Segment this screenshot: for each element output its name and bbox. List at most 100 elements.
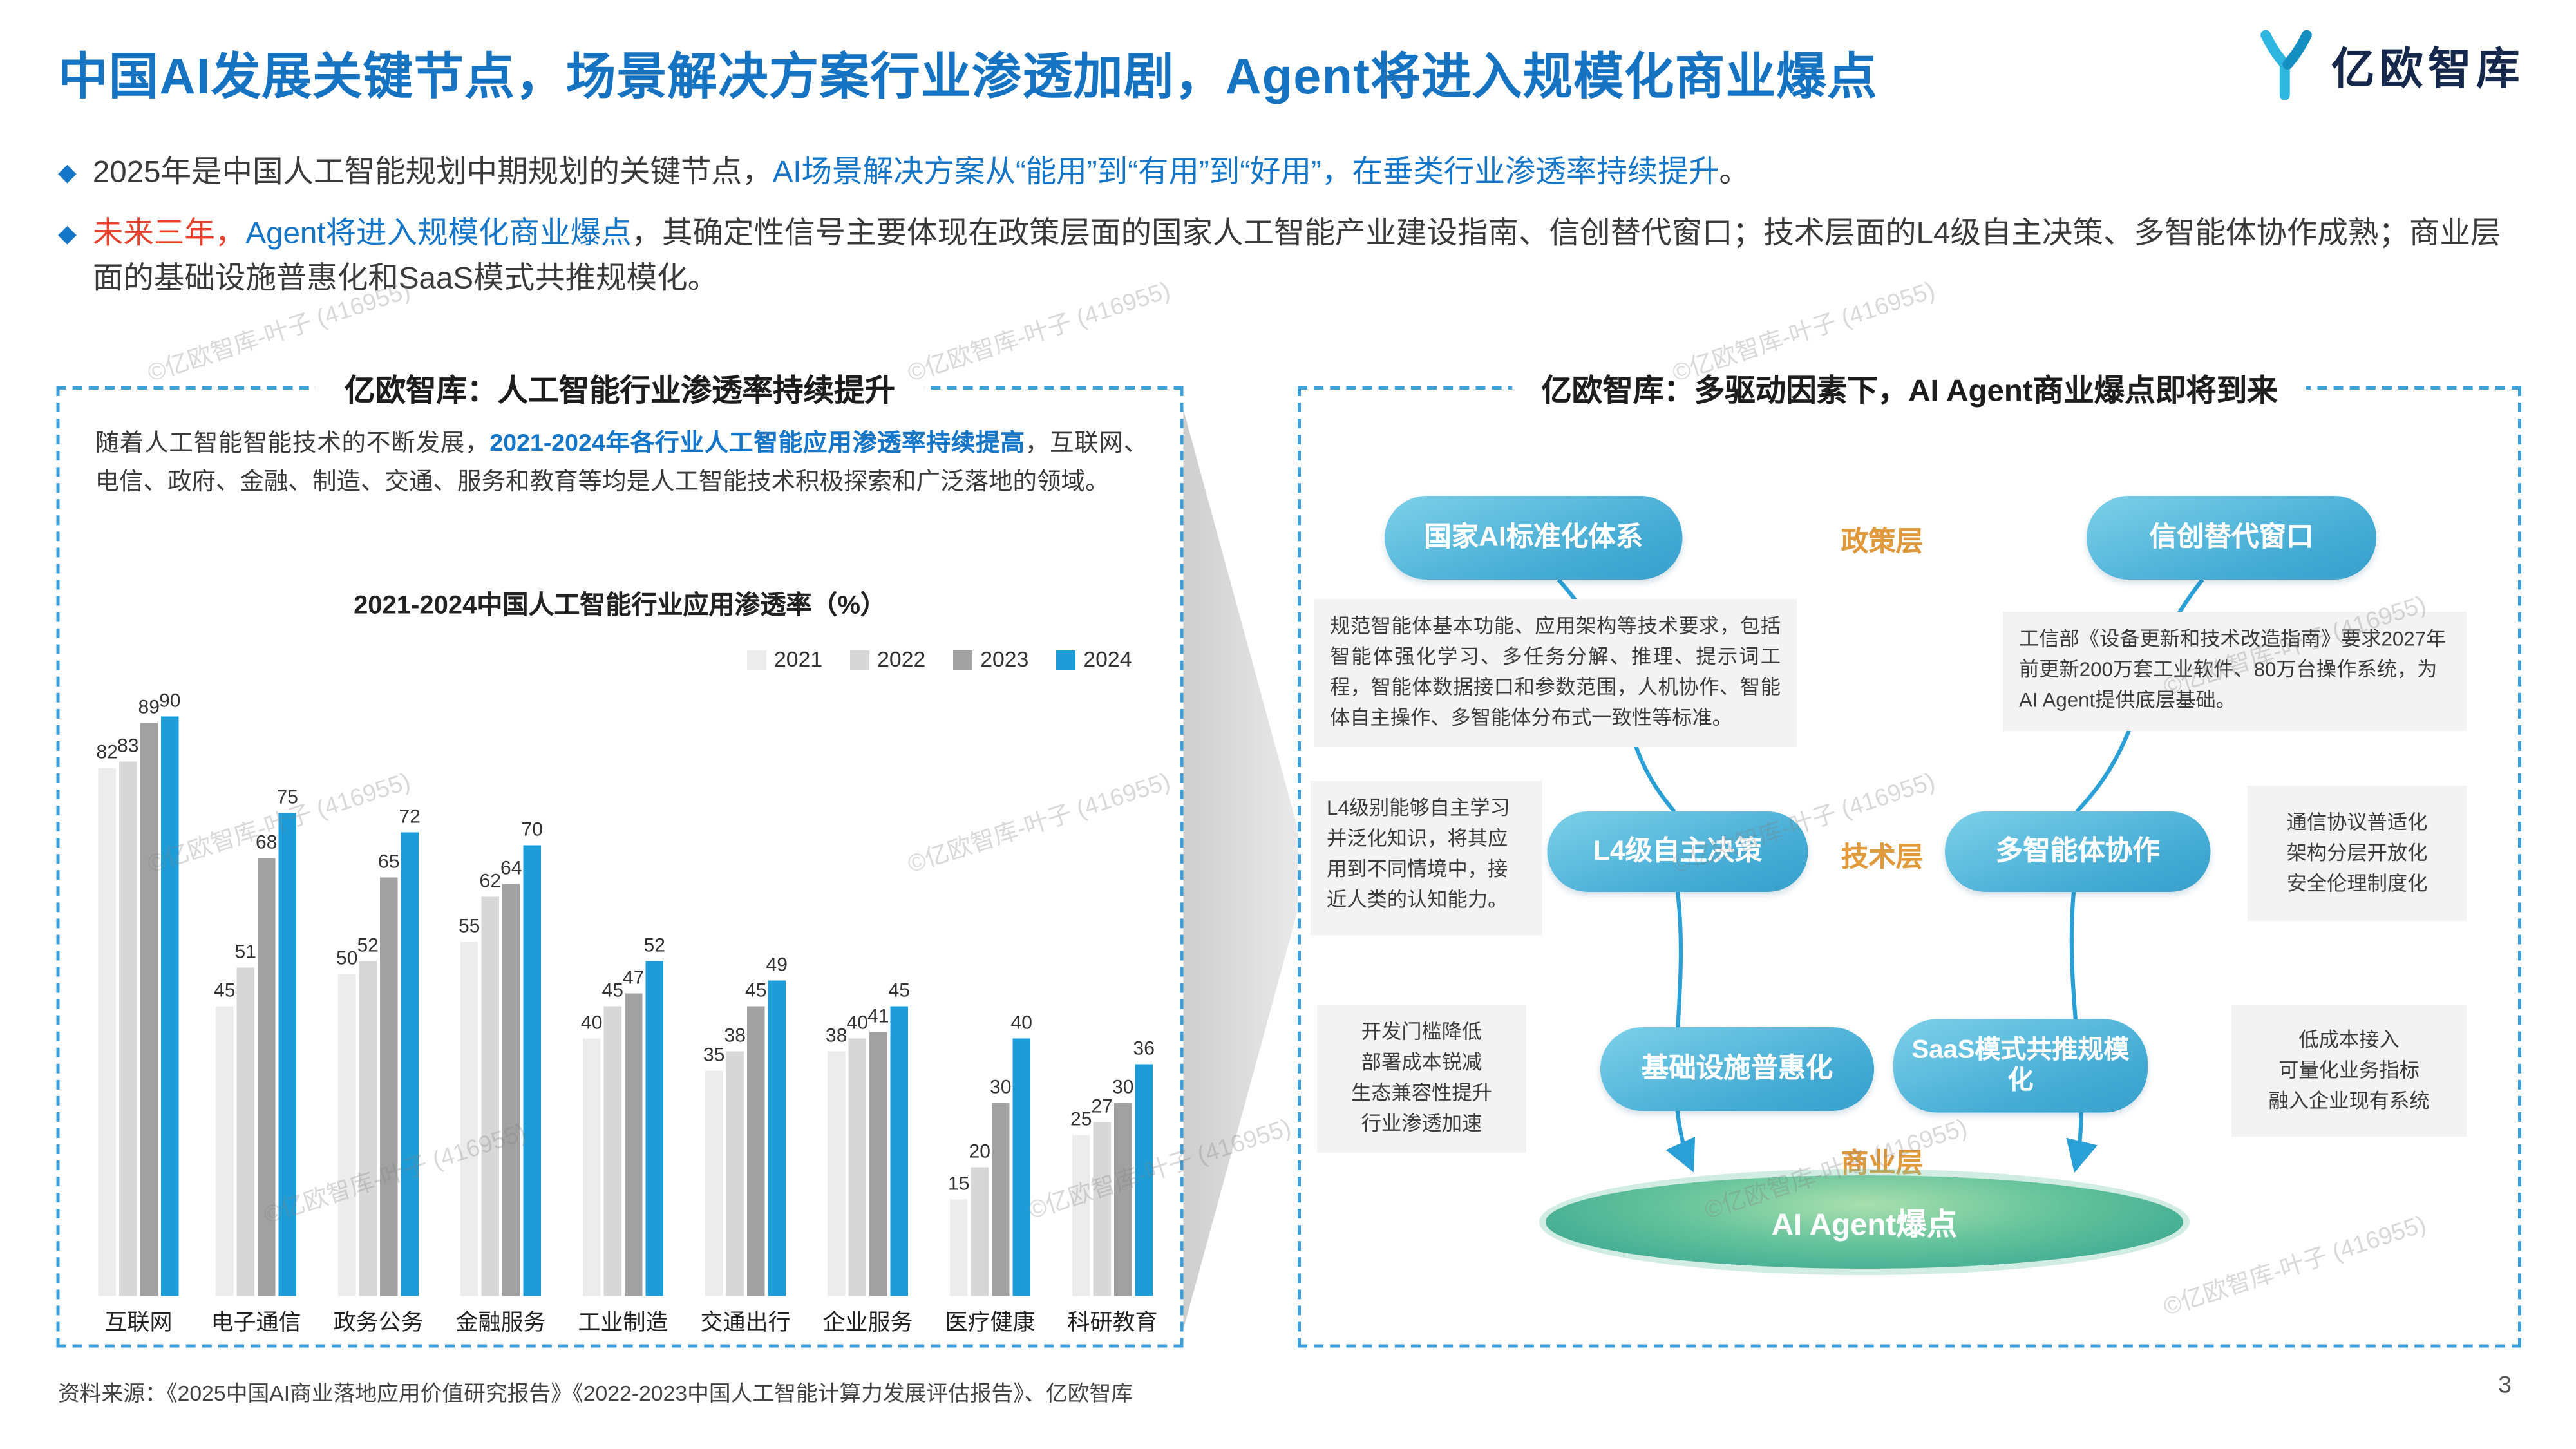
legend-swatch-icon — [952, 649, 972, 669]
bar-2024: 45 — [889, 979, 910, 1296]
bar-value-label: 62 — [479, 869, 501, 892]
bar-value-label: 90 — [159, 689, 181, 712]
chart-title: 2021-2024中国人工智能行业应用渗透率（%） — [354, 592, 886, 620]
bar-value-label: 36 — [1133, 1037, 1155, 1059]
pill-l4-decision: L4级自主决策 — [1547, 811, 1808, 892]
chart-panel: 亿欧智库：人工智能行业渗透率持续提升 随着人工智能智能技术的不断发展，2021-… — [56, 367, 1184, 1348]
chart-panel-title: 亿欧智库：人工智能行业渗透率持续提升 — [315, 367, 925, 411]
bar-2021: 45 — [214, 979, 235, 1296]
bar-2024: 72 — [399, 805, 421, 1296]
pill-multi-agent: 多智能体协作 — [1945, 811, 2211, 892]
bar-2024: 90 — [159, 689, 180, 1296]
bar-value-label: 27 — [1091, 1095, 1113, 1117]
bar-2021: 38 — [826, 1024, 847, 1296]
bar-2023: 45 — [745, 979, 766, 1296]
bar-2022: 62 — [480, 869, 501, 1296]
bar-2021: 25 — [1070, 1108, 1092, 1296]
bullet-diamond-icon: ◆ — [58, 220, 77, 247]
bar-value-label: 45 — [214, 979, 236, 1001]
legend-swatch-icon — [849, 649, 869, 669]
logo: 亿欧智库 — [2254, 29, 2524, 100]
logo-text: 亿欧智库 — [2331, 44, 2524, 93]
bar-2023: 89 — [138, 696, 160, 1296]
bar-value-label: 30 — [1112, 1075, 1134, 1098]
legend-swatch-icon — [746, 649, 766, 669]
bar-2024: 49 — [766, 953, 788, 1296]
bar-value-label: 15 — [948, 1172, 970, 1195]
category-label: 工业制造 — [578, 1309, 668, 1335]
text-segment: 2025年是中国人工智能规划中期规划的关键节点， — [92, 156, 773, 191]
logo-icon — [2260, 30, 2312, 100]
bar-value-label: 68 — [256, 831, 278, 853]
bar-group: 15 20 30 40 医疗健康 — [945, 688, 1036, 1338]
bar-2021: 35 — [703, 1043, 724, 1296]
transition-arrow — [1180, 397, 1309, 1341]
note-biz-right: 低成本接入 可量化业务指标 融入企业现有系统 — [2231, 1005, 2467, 1137]
bar-group: 55 62 64 70 金融服务 — [456, 688, 546, 1338]
bar-2022: 27 — [1092, 1095, 1113, 1296]
category-label: 金融服务 — [455, 1309, 546, 1335]
text-segment: AI场景解决方案从“能用”到“有用”到“好用”，在垂类行业渗透率持续提升 — [772, 156, 1719, 191]
bar-2022: 51 — [235, 940, 256, 1296]
bar-group: 38 40 41 45 企业服务 — [823, 688, 913, 1338]
bar-2024: 36 — [1133, 1037, 1155, 1296]
bar-2023: 64 — [500, 857, 522, 1296]
note-policy-standard: 规范智能体基本功能、应用架构等技术要求，包括智能体强化学习、多任务分解、推理、提… — [1314, 599, 1797, 747]
bar-2024: 70 — [522, 818, 543, 1296]
text-segment: 随着人工智能智能技术的不断发展， — [95, 430, 490, 458]
bar-2023: 65 — [378, 850, 399, 1296]
bar-value-label: 40 — [581, 1011, 603, 1034]
bar-value-label: 45 — [601, 979, 623, 1001]
key-points: ◆ 2025年是中国人工智能规划中期规划的关键节点，AI场景解决方案从“能用”到… — [58, 151, 2521, 318]
layer-label-biz: 商业层 — [1841, 1148, 1924, 1179]
category-label: 政务公务 — [333, 1309, 424, 1335]
ai-agent-burst: AI Agent爆点 — [1546, 1175, 2183, 1269]
bar-2022: 83 — [117, 734, 138, 1296]
text-segment: 。 — [1719, 156, 1750, 191]
bullet-1: ◆ 2025年是中国人工智能规划中期规划的关键节点，AI场景解决方案从“能用”到… — [58, 151, 2521, 197]
bar-chart: 82 83 89 90 互联网 45 51 68 75 电子通信 50 52 65 72 政务公务 55 62 6… — [96, 688, 1158, 1338]
bar-value-label: 49 — [766, 953, 788, 976]
legend-item: 2021 — [746, 647, 823, 672]
pill-xinchuang-window: 信创替代窗口 — [2087, 496, 2376, 580]
bar-2023: 68 — [256, 831, 277, 1296]
legend-item: 2023 — [952, 647, 1029, 672]
bar-value-label: 52 — [357, 934, 379, 956]
bar-value-label: 25 — [1070, 1108, 1092, 1130]
category-label: 电子通信 — [211, 1309, 301, 1335]
bar-value-label: 38 — [724, 1024, 746, 1046]
note-tech-right: 通信协议普适化 架构分层开放化 安全伦理制度化 — [2248, 786, 2467, 921]
bar-2021: 55 — [459, 914, 480, 1296]
diagram-panel-title: 亿欧智库：多驱动因素下，AI Agent商业爆点即将到来 — [1512, 367, 2307, 411]
bar-2024: 52 — [644, 934, 665, 1296]
legend-item: 2022 — [849, 647, 925, 672]
source-line: 资料来源：《2025中国AI商业落地应用价值研究报告》《2022-2023中国人… — [58, 1381, 1133, 1406]
bar-group: 82 83 89 90 互联网 — [96, 688, 181, 1338]
bar-value-label: 50 — [336, 947, 358, 969]
bar-group: 35 38 45 49 交通出行 — [701, 688, 791, 1338]
note-policy-xinchuang: 工信部《设备更新和技术改造指南》要求2027年前更新200万套工业软件、80万台… — [2003, 612, 2467, 731]
bar-group: 40 45 47 52 工业制造 — [578, 688, 668, 1338]
legend-label: 2021 — [774, 647, 823, 672]
chart-legend: 2021 2022 2023 2024 — [746, 647, 1132, 672]
bar-value-label: 82 — [96, 741, 118, 763]
bullet-diamond-icon: ◆ — [58, 159, 77, 187]
category-label: 医疗健康 — [945, 1309, 1036, 1335]
bar-2022: 52 — [357, 934, 379, 1296]
bar-2022: 38 — [724, 1024, 746, 1296]
bar-value-label: 40 — [846, 1011, 868, 1034]
text-segment: Agent将进入规模化商业爆点 — [245, 216, 632, 251]
legend-label: 2023 — [980, 647, 1029, 672]
bar-value-label: 52 — [643, 934, 665, 956]
text-segment: 2021-2024年各行业人工智能应用渗透率持续提高 — [489, 430, 1025, 458]
bar-2023: 30 — [990, 1075, 1011, 1296]
legend-label: 2024 — [1083, 647, 1132, 672]
legend-item: 2024 — [1056, 647, 1132, 672]
bar-value-label: 47 — [623, 966, 645, 989]
bar-value-label: 55 — [459, 914, 480, 937]
bar-value-label: 20 — [969, 1140, 990, 1162]
note-l4-capability: L4级别能够自主学习并泛化知识，将其应用到不同情境中，接近人类的认知能力。 — [1311, 781, 1542, 936]
category-label: 科研教育 — [1067, 1309, 1158, 1335]
bar-value-label: 41 — [867, 1005, 889, 1027]
